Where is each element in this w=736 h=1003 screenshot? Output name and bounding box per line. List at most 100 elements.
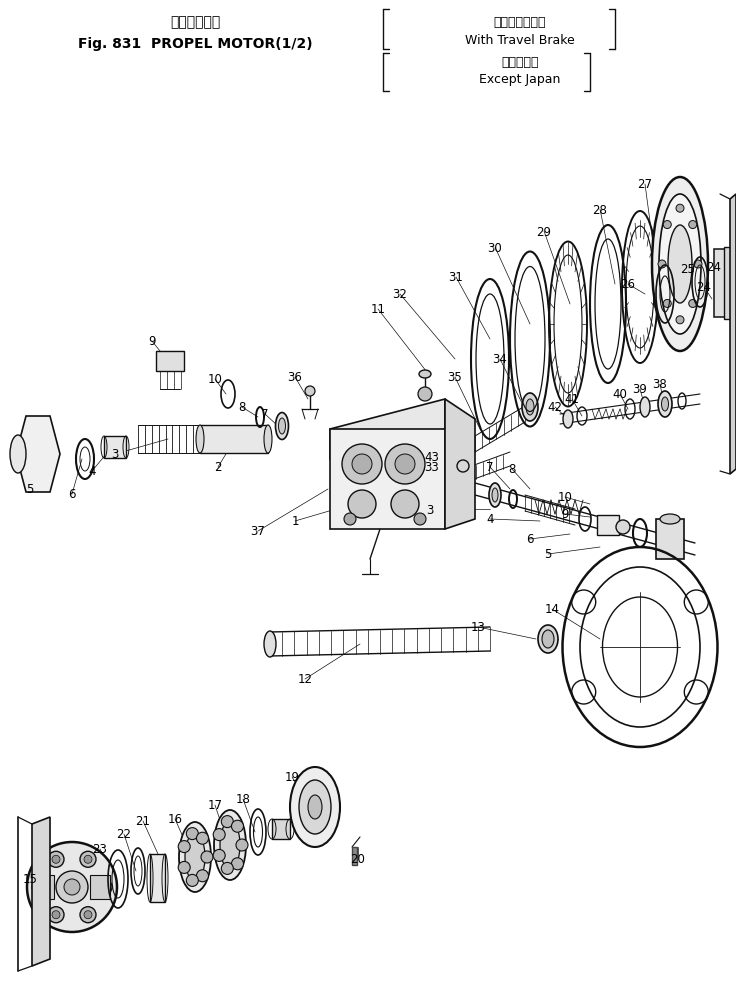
Ellipse shape [185,833,205,881]
Text: 11: 11 [370,303,386,316]
Ellipse shape [668,226,692,304]
Text: 26: 26 [620,278,635,291]
Circle shape [352,454,372,474]
Circle shape [342,444,382,484]
Text: 5: 5 [545,548,552,561]
Circle shape [52,911,60,919]
Text: 8: 8 [238,401,246,414]
Bar [34,876,54,899]
Circle shape [395,454,415,474]
Circle shape [344,514,356,526]
Ellipse shape [305,386,315,396]
Bar [200,425,268,453]
Text: 4: 4 [486,513,494,526]
Ellipse shape [542,630,554,648]
Circle shape [201,852,213,864]
Text: 9: 9 [148,335,156,348]
Text: 22: 22 [116,827,132,841]
Circle shape [32,879,48,895]
Text: 42: 42 [548,401,562,414]
Text: 19: 19 [285,770,300,783]
Text: 24: 24 [707,261,721,274]
Text: 9: 9 [562,508,569,521]
Bar [352,848,357,866]
Text: 27: 27 [637,179,653,192]
Text: 4: 4 [88,465,96,478]
Circle shape [52,856,60,864]
Circle shape [197,870,208,882]
Bar [656,520,684,560]
Circle shape [689,300,697,308]
Circle shape [197,832,208,845]
Text: 12: 12 [297,673,313,686]
Circle shape [80,907,96,923]
Bar [104,436,126,458]
Polygon shape [730,195,736,474]
Circle shape [213,850,225,862]
Text: 35: 35 [447,371,462,384]
Polygon shape [330,399,445,459]
Text: 40: 40 [612,388,627,401]
Ellipse shape [299,780,331,834]
Text: 33: 33 [425,461,439,474]
Bar [156,352,184,372]
Circle shape [232,820,244,832]
Text: 7: 7 [486,461,494,474]
Circle shape [663,222,671,230]
Text: 39: 39 [632,383,648,396]
Ellipse shape [220,821,240,870]
Ellipse shape [419,371,431,378]
Ellipse shape [526,399,534,415]
Bar [150,855,165,902]
Text: 32: 32 [392,288,408,301]
Ellipse shape [196,425,204,453]
Circle shape [178,841,190,853]
Circle shape [222,815,233,827]
Circle shape [48,852,64,868]
Circle shape [414,514,426,526]
Text: 3: 3 [426,503,434,516]
Text: 13: 13 [470,621,486,634]
Circle shape [96,879,112,895]
Circle shape [186,827,198,840]
Circle shape [48,907,64,923]
Text: 20: 20 [350,853,366,866]
Text: 36: 36 [288,371,302,384]
Text: Fig. 831  PROPEL MOTOR(1/2): Fig. 831 PROPEL MOTOR(1/2) [78,37,312,51]
Text: 10: 10 [558,491,573,504]
Circle shape [64,879,80,895]
Text: 走　行モータ: 走 行モータ [170,15,220,29]
Circle shape [213,828,225,841]
Circle shape [56,872,88,903]
Text: 21: 21 [135,814,150,827]
Text: 6: 6 [526,533,534,546]
Circle shape [663,300,671,308]
Circle shape [391,490,419,519]
Text: 41: 41 [565,393,579,406]
Circle shape [178,862,190,874]
Text: With Travel Brake: With Travel Brake [465,33,575,46]
Ellipse shape [179,822,211,892]
Text: 37: 37 [250,525,266,538]
Ellipse shape [489,483,501,508]
Ellipse shape [658,391,672,417]
Circle shape [232,858,244,870]
Circle shape [676,205,684,213]
Circle shape [694,261,702,269]
Ellipse shape [290,767,340,848]
Circle shape [676,317,684,325]
Ellipse shape [640,397,650,417]
Circle shape [84,856,92,864]
Text: 2: 2 [214,461,222,474]
Ellipse shape [264,631,276,657]
Polygon shape [32,817,50,966]
Circle shape [100,883,108,891]
Text: Except Japan: Except Japan [479,73,561,86]
Ellipse shape [10,435,26,473]
Text: 17: 17 [208,798,222,811]
Text: 29: 29 [537,226,551,239]
Ellipse shape [308,795,322,819]
Ellipse shape [616,521,630,535]
Text: 38: 38 [653,378,668,391]
Circle shape [689,222,697,230]
